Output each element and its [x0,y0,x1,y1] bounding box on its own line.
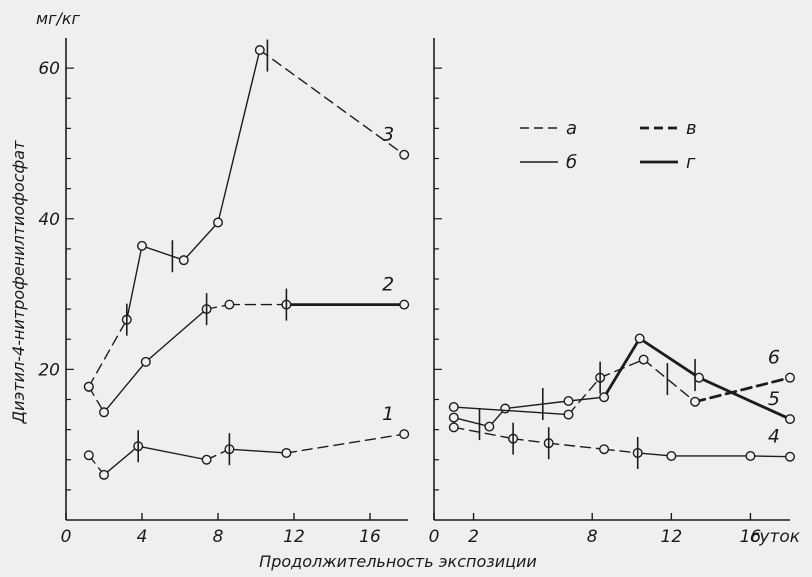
curve-4-segment [548,442,605,450]
curve-1-point [98,469,109,480]
curve-4-segment [453,426,514,440]
curve-2-segment [103,361,147,414]
curve-5-segment [453,416,491,428]
left-x-tick-label: 16 [359,527,381,547]
curve-6-point [690,396,701,407]
curve-5-point [694,372,705,383]
curve-6-label: 6 [768,347,780,369]
curve-1-point [83,450,94,461]
right-x-tick-label: 12 [661,527,683,547]
left-x-tick-label: 8 [213,527,224,547]
curve-5-segment [504,400,570,410]
curve-5-point [599,392,610,403]
curve-2-point [98,407,109,418]
curve-3-segment [183,221,219,261]
curve-3-point [254,45,265,56]
curve-3-point [399,149,410,160]
curve-5-point [785,414,796,425]
x-unit-label: суток [750,527,801,547]
curve-2-label: 2 [382,274,394,296]
curve-4-point [745,450,756,461]
curve-4-segment [637,452,673,457]
curve-1-segment [228,448,288,454]
curve-5-point [563,396,574,407]
legend-label-в: в [686,118,697,139]
curve-6-segment [567,376,601,416]
curve-3-label: 3 [382,124,394,146]
curve-4-label: 4 [768,426,780,448]
curve-4-point [666,450,677,461]
left-panel: 0 4 8 12 16204060мг/кгДиэтил-4-нитрофенилтио… [9,9,410,547]
curve-5-segment [567,396,605,402]
curve-3-point [83,381,94,392]
curve-2-point [399,299,410,310]
curve-5-segment [697,376,792,421]
right-x-tick-label: 8 [587,527,598,547]
curve-3-point [212,217,223,228]
curve-3-segment [217,49,261,224]
left-x-tick-label: 12 [283,527,305,547]
curve-1-label: 1 [382,403,394,425]
x-axis-title: Продолжительность экспозиции [259,552,537,571]
curve-3-point [178,255,189,266]
curve-5-label: 5 [768,388,780,410]
curve-4-point [599,444,610,455]
curve-3-point [136,240,147,251]
curve-6-segment [693,376,792,404]
curve-6-segment [599,358,645,379]
left-y-tick-label: 60 [38,59,60,79]
curve-6-point [563,409,574,420]
right-x-tick-label: 16 [740,527,762,547]
curve-4-segment [749,455,791,458]
curve-5-point [484,421,495,432]
curve-2-segment [145,308,208,363]
curve-6-point [785,372,796,383]
curve-3-segment [259,49,405,156]
curve-5-point [500,403,511,414]
y-unit-label: мг/кг [36,9,81,28]
left-x-tick-label: 0 [61,527,72,547]
curve-1-point [201,454,212,465]
curve-6-segment [642,358,696,403]
curve-1-point [399,429,410,440]
right-x-tick-label: 0 [429,527,440,547]
left-y-tick-label: 40 [38,210,60,230]
curve-4-segment [512,437,550,444]
curve-5-segment [638,337,701,380]
legend-label-a: a [566,118,577,139]
curve-4-segment [603,448,639,454]
curve-1-segment [285,433,405,454]
curve-6-segment [453,406,570,416]
curve-4-point [785,451,796,462]
curve-1-point [281,447,292,458]
curve-6-point [448,402,459,413]
curve-1-segment [103,445,139,476]
left-x-tick-label: 4 [137,527,148,547]
curve-2-point [224,299,235,310]
legend: a в б г [520,118,697,173]
left-y-tick-label: 20 [38,360,60,380]
curve-5-point [448,412,459,423]
curve-5-point [634,333,645,344]
y-axis-title: Диэтил-4-нитрофенилтиофосфат [9,140,28,424]
curve-3-segment [141,245,185,261]
curve-6-point [638,354,649,365]
right-x-tick-label: 2 [468,527,479,547]
legend-label-б: б [566,152,577,173]
curve-3-segment [88,318,128,388]
curve-1-segment [137,445,208,461]
legend-label-г: г [686,152,696,173]
curve-4-point [448,422,459,433]
curve-3-segment [126,245,143,321]
curve-2-point [140,356,151,367]
